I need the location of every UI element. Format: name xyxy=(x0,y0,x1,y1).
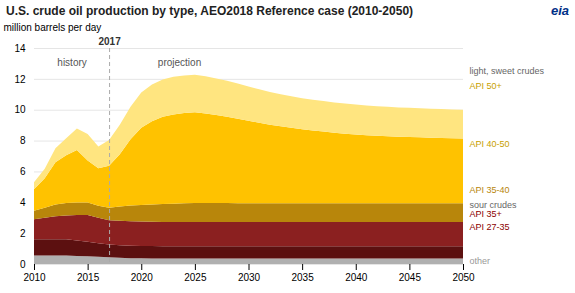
svg-text:8: 8 xyxy=(20,135,26,146)
svg-text:API 35-40: API 35-40 xyxy=(470,185,510,195)
svg-text:2030: 2030 xyxy=(238,272,261,283)
html-text:eia: eia xyxy=(550,3,569,18)
svg-text:2015: 2015 xyxy=(77,272,100,283)
svg-text:2040: 2040 xyxy=(345,272,368,283)
svg-text:other: other xyxy=(470,256,491,266)
svg-text:10: 10 xyxy=(14,104,26,115)
svg-text:API 27-35: API 27-35 xyxy=(470,222,510,232)
svg-text:API 35+: API 35+ xyxy=(470,209,502,219)
svg-text:2050: 2050 xyxy=(452,272,475,283)
svg-text:sour crudes: sour crudes xyxy=(469,200,517,210)
svg-text:2035: 2035 xyxy=(292,272,315,283)
svg-text:6: 6 xyxy=(20,166,26,177)
svg-text:2017: 2017 xyxy=(98,36,121,47)
svg-text:light, sweet crudes: light, sweet crudes xyxy=(470,66,545,76)
svg-text:12: 12 xyxy=(14,74,26,85)
svg-text:2020: 2020 xyxy=(131,272,154,283)
svg-text:history: history xyxy=(57,57,86,68)
svg-text:2010: 2010 xyxy=(23,272,46,283)
svg-text:2: 2 xyxy=(20,228,26,239)
svg-text:million barrels per day: million barrels per day xyxy=(4,22,102,33)
svg-text:2025: 2025 xyxy=(184,272,207,283)
svg-text:4: 4 xyxy=(20,197,26,208)
svg-text:API 40-50: API 40-50 xyxy=(470,139,510,149)
svg-text:projection: projection xyxy=(158,57,201,68)
svg-text:API 50+: API 50+ xyxy=(470,81,502,91)
svg-text:0: 0 xyxy=(20,259,26,270)
svg-text:2045: 2045 xyxy=(399,272,422,283)
svg-text:14: 14 xyxy=(14,43,26,54)
html-text:U.S. crude oil production by t: U.S. crude oil production by type, AEO20… xyxy=(6,4,413,18)
